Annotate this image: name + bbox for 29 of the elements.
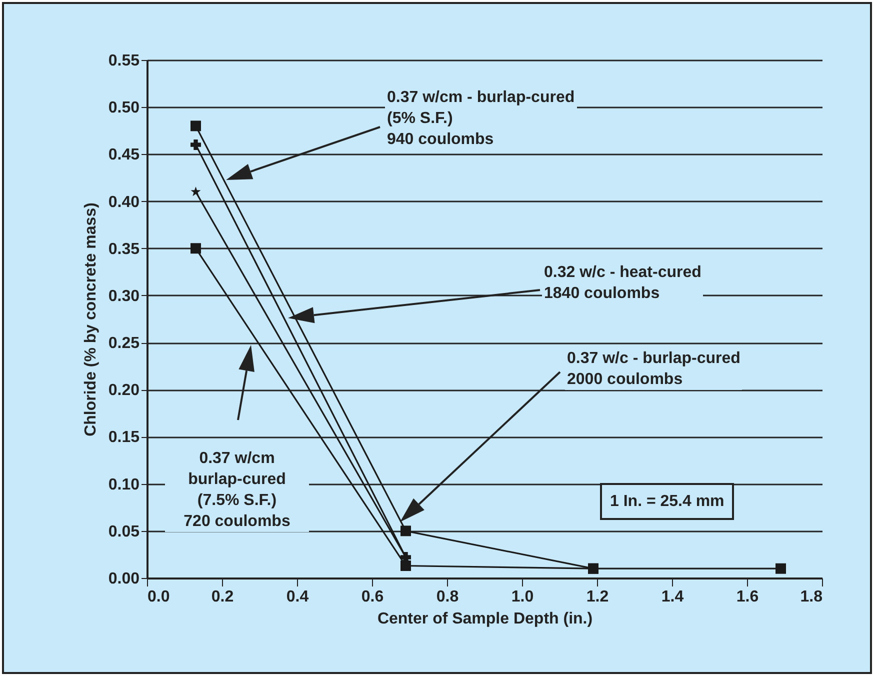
x-tick-label: 0.0	[148, 588, 170, 606]
y-tick-label: 0.00	[108, 570, 140, 588]
y-tick-label: 0.15	[108, 429, 140, 446]
y-tick-label: 0.35	[108, 240, 140, 258]
x-tick-label: 0.8	[436, 588, 459, 606]
annotation: 1 In. = 25.4 mm	[600, 483, 734, 520]
x-axis-title: Center of Sample Depth (in.)	[377, 610, 593, 628]
y-axis-title: Chloride (% by concrete mass)	[82, 202, 100, 436]
x-tick-label: 0.6	[361, 588, 384, 606]
y-tick-label: 0.25	[108, 335, 140, 352]
x-tick-label: 1.8	[800, 588, 823, 606]
y-tick-label: 0.55	[108, 52, 140, 70]
y-tick-label: 0.10	[108, 476, 140, 494]
y-tick-label: 0.40	[108, 194, 140, 211]
annotation: 0.37 w/cm - burlap-cured (5% S.F.) 940 coulombs	[385, 87, 577, 150]
x-tick-label: 1.6	[736, 588, 759, 606]
x-tick-label: 1.2	[586, 588, 609, 606]
x-tick-label: 0.4	[286, 588, 309, 606]
y-tick-label: 0.45	[108, 146, 140, 164]
y-tick-label: 0.05	[108, 523, 140, 540]
annotation: 0.37 w/cm burlap-cured (7.5% S.F.) 720 coulombs	[165, 448, 309, 532]
x-tick-label: 1.4	[661, 588, 684, 606]
x-tick-label: 0.2	[211, 588, 234, 606]
y-tick-label: 0.20	[108, 382, 140, 400]
annotation: 0.32 w/c - heat-cured 1840 coulombs	[542, 262, 704, 304]
y-tick-label: 0.50	[108, 100, 140, 117]
y-tick-label: 0.30	[108, 288, 140, 305]
x-tick-label: 1.0	[511, 588, 534, 606]
annotation: 0.37 w/c - burlap-cured 2000 coulombs	[565, 348, 742, 390]
